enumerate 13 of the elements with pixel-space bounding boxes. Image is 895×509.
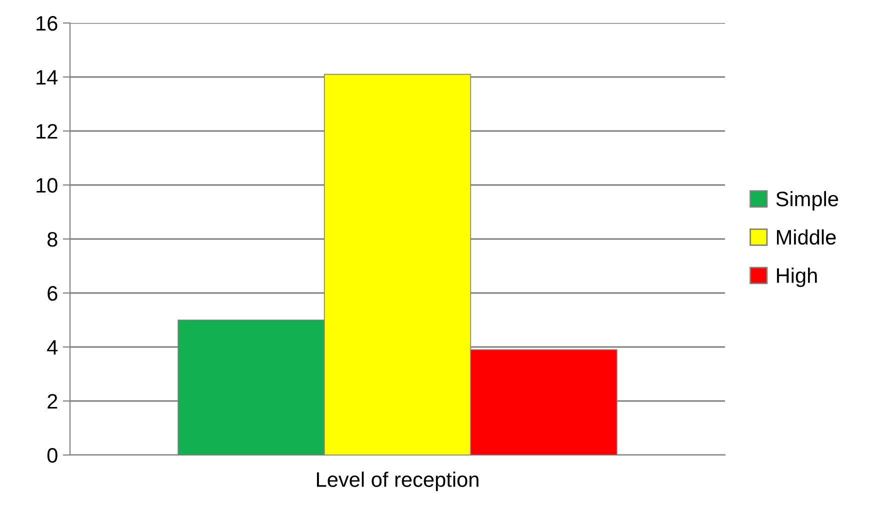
y-tick-label: 2: [48, 394, 58, 409]
legend-label: Simple: [776, 191, 838, 210]
legend-label: Middle: [777, 229, 836, 245]
y-tick-label: 12: [36, 124, 58, 139]
legend-label: High: [777, 268, 817, 288]
y-tick-label: 4: [47, 340, 58, 355]
x-tick-label: Level of reception: [316, 472, 478, 492]
y-tick-label: 16: [36, 16, 58, 31]
y-tick-label: 8: [48, 232, 58, 247]
y-tick-label: 10: [36, 178, 58, 193]
y-tick-label: 0: [47, 448, 58, 463]
y-tick-label: 14: [36, 70, 58, 85]
y-tick-label: 6: [48, 286, 58, 301]
